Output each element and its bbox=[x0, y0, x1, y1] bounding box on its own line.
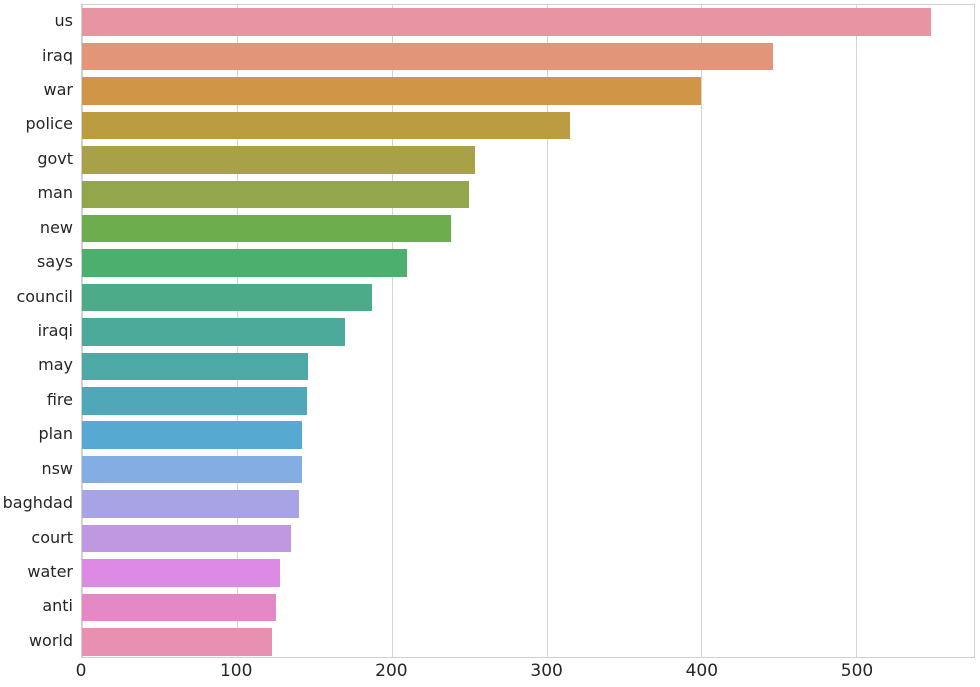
bar-new bbox=[82, 214, 451, 243]
bar-war bbox=[82, 77, 702, 105]
y-tick-label-police: police bbox=[25, 114, 73, 134]
y-tick-label-plan: plan bbox=[38, 424, 73, 444]
y-tick-label-world: world bbox=[28, 630, 73, 650]
y-tick-label-says: says bbox=[37, 252, 73, 272]
bar-council bbox=[82, 283, 372, 312]
gridline-x-200 bbox=[391, 5, 393, 657]
bar-court bbox=[82, 524, 292, 553]
bar-plan bbox=[82, 421, 302, 450]
bar-police bbox=[82, 111, 570, 140]
bar-fire bbox=[82, 387, 307, 415]
y-tick-label-new: new bbox=[39, 217, 73, 237]
y-tick-label-may: may bbox=[38, 355, 73, 375]
bar-baghdad bbox=[82, 490, 299, 518]
y-tick-label-nsw: nsw bbox=[41, 458, 73, 478]
y-tick-label-council: council bbox=[16, 286, 73, 306]
bar-nsw bbox=[82, 455, 302, 484]
y-tick-label-anti: anti bbox=[42, 596, 73, 616]
gridline-x-300 bbox=[546, 5, 548, 657]
plot-area bbox=[81, 4, 975, 658]
y-tick-label-water: water bbox=[27, 561, 73, 581]
bar-man bbox=[82, 180, 470, 209]
bar-us bbox=[82, 8, 931, 36]
y-tick-label-court: court bbox=[31, 527, 73, 547]
y-tick-label-govt: govt bbox=[37, 148, 73, 168]
x-tick-label-400: 400 bbox=[685, 661, 719, 681]
bar-iraq bbox=[82, 42, 773, 71]
x-axis: 0 100 200 300 400 500 bbox=[76, 661, 975, 685]
y-tick-label-us: us bbox=[54, 11, 73, 31]
y-axis: us iraq war police govt man new says council iraq… bbox=[0, 4, 73, 658]
bar-says bbox=[82, 249, 408, 277]
x-tick-label-300: 300 bbox=[530, 661, 563, 681]
y-tick-label-man: man bbox=[37, 183, 73, 203]
y-tick-label-baghdad: baghdad bbox=[2, 493, 73, 513]
bar-iraqi bbox=[82, 318, 346, 346]
x-tick-label-0: 0 bbox=[75, 661, 87, 681]
y-tick-label-iraqi: iraqi bbox=[37, 321, 73, 340]
gridline-x-400 bbox=[701, 5, 703, 657]
x-tick-label-200: 200 bbox=[375, 661, 408, 681]
x-tick-label-100: 100 bbox=[219, 661, 253, 681]
y-tick-label-iraq: iraq bbox=[42, 45, 73, 65]
y-tick-label-fire: fire bbox=[46, 389, 73, 409]
bar-govt bbox=[82, 146, 476, 174]
bar-may bbox=[82, 352, 309, 381]
bar-water bbox=[82, 559, 281, 587]
bar-world bbox=[82, 628, 273, 656]
bar-anti bbox=[82, 593, 276, 622]
gridline-x-500 bbox=[856, 5, 858, 657]
x-tick-label-500: 500 bbox=[840, 661, 874, 681]
y-tick-label-war: war bbox=[43, 80, 73, 100]
